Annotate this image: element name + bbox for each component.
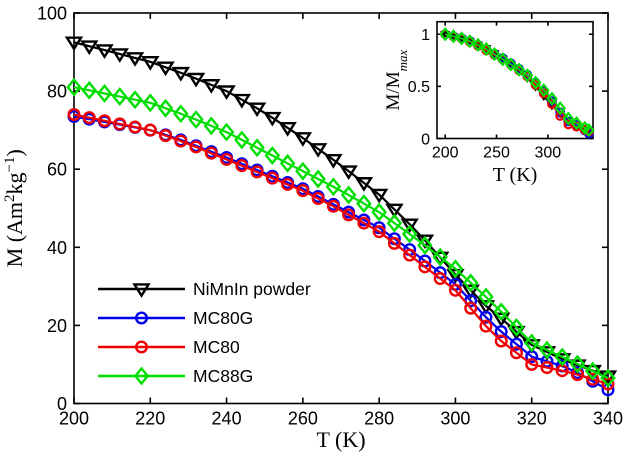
inset-y-tick-label: 0.5 [408,79,430,96]
main-x-tick-label: 300 [440,409,470,429]
main-x-tick-label: 340 [593,409,623,429]
main-x-tick-label: 240 [212,409,242,429]
legend-label: NiMnIn powder [193,279,311,299]
legend-label: MC80 [193,337,240,357]
main-x-tick-label: 320 [517,409,547,429]
legend-label: MC88G [193,366,253,386]
main-y-tick-label: 100 [37,3,67,23]
inset-x-tick-label: 250 [483,145,510,162]
inset-x-tick-label: 300 [534,145,561,162]
legend-entry-mc80g: MC80G [98,308,253,328]
legend: NiMnIn powder MC80G MC80 MC88G [98,279,311,386]
inset-y-tick-label: 1 [421,27,430,44]
legend-entry-mc88g: MC88G [98,366,253,386]
main-x-tick-label: 200 [59,409,89,429]
legend-entry-mc80: MC80 [98,337,240,357]
main-y-tick-label: 20 [47,316,67,336]
main-y-axis-label: M (Am2kg−1) [2,149,27,267]
main-y-tick-label: 60 [47,160,67,180]
main-series-mc88g [66,77,616,388]
main-y-tick-label: 40 [47,238,67,258]
legend-label: MC80G [193,308,253,328]
main-series-mc80 [67,108,615,391]
main-x-axis-label: T (K) [316,427,365,452]
legend-entry-nimnin-powder: NiMnIn powder [98,279,311,299]
inset-x-axis-label: T (K) [493,164,538,186]
main-y-tick-label: 80 [47,82,67,102]
inset-y-tick-label: 0 [421,131,430,148]
main-x-tick-label: 280 [364,409,394,429]
inset-x-tick-label: 200 [432,145,459,162]
main-series-nimnin-powder [64,36,618,386]
inset-series-mc88g [439,27,595,138]
main-y-tick-label: 0 [57,394,67,414]
inset-y-axis-label: M/Mmax [383,50,410,111]
main-x-tick-label: 260 [288,409,318,429]
main-x-tick-label: 220 [135,409,165,429]
